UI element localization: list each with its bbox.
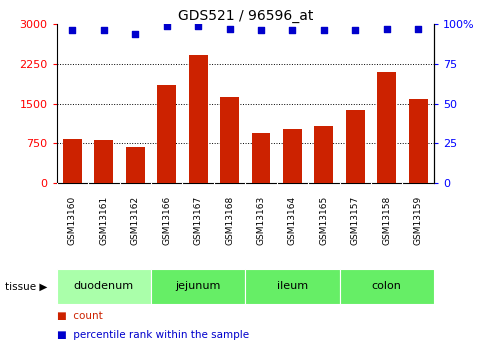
Text: GSM13168: GSM13168 — [225, 196, 234, 245]
Text: colon: colon — [372, 282, 402, 291]
Text: GSM13163: GSM13163 — [256, 196, 266, 245]
Point — [352, 28, 359, 33]
Point — [69, 28, 76, 33]
Bar — [151, 269, 245, 304]
Text: duodenum: duodenum — [74, 282, 134, 291]
Bar — [220, 97, 239, 183]
Bar — [409, 99, 427, 183]
Bar — [340, 269, 434, 304]
Bar — [315, 126, 333, 183]
Text: GSM13167: GSM13167 — [194, 196, 203, 245]
Text: tissue ▶: tissue ▶ — [5, 282, 47, 291]
Text: GSM13161: GSM13161 — [99, 196, 108, 245]
Text: ileum: ileum — [277, 282, 308, 291]
Point — [131, 31, 139, 37]
Text: GSM13164: GSM13164 — [288, 196, 297, 245]
Point — [383, 26, 390, 32]
Bar — [189, 55, 208, 183]
Point — [288, 28, 296, 33]
Point — [194, 23, 202, 29]
Text: GSM13157: GSM13157 — [351, 196, 360, 245]
Text: ■  percentile rank within the sample: ■ percentile rank within the sample — [57, 330, 249, 339]
Text: ■  count: ■ count — [57, 311, 103, 321]
Text: GSM13165: GSM13165 — [319, 196, 328, 245]
Bar — [57, 269, 151, 304]
Point — [320, 28, 328, 33]
Text: GSM13166: GSM13166 — [162, 196, 171, 245]
Text: GSM13160: GSM13160 — [68, 196, 77, 245]
Bar — [377, 72, 396, 183]
Text: GSM13162: GSM13162 — [131, 196, 140, 245]
Bar — [126, 147, 145, 183]
Bar — [245, 269, 340, 304]
Bar — [157, 85, 176, 183]
Text: jejunum: jejunum — [176, 282, 221, 291]
Point — [163, 23, 171, 29]
Bar — [251, 132, 270, 183]
Bar — [346, 110, 365, 183]
Point — [414, 26, 422, 32]
Text: GSM13158: GSM13158 — [382, 196, 391, 245]
Text: GSM13159: GSM13159 — [414, 196, 423, 245]
Point — [100, 28, 108, 33]
Point — [226, 26, 234, 32]
Bar — [283, 129, 302, 183]
Bar — [94, 140, 113, 183]
Bar — [63, 139, 82, 183]
Point — [257, 28, 265, 33]
Title: GDS521 / 96596_at: GDS521 / 96596_at — [177, 9, 313, 23]
